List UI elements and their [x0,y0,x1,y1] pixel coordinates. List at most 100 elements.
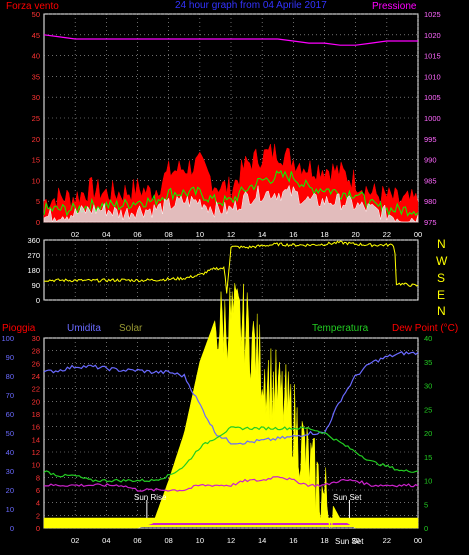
temp-x-tick-label: 04 [102,536,110,545]
humidity-tick-label: 90 [6,353,14,362]
temp-x-tick-label: 22 [383,536,391,545]
humidity-tick-label: 70 [6,391,14,400]
wind-x-tick-label: 14 [258,230,266,239]
rain-tick-label: 12 [32,448,40,457]
temperature-series [43,426,419,483]
rain-tick-label: 28 [32,347,40,356]
wind-x-tick-label: 02 [71,230,79,239]
humidity-tick-label: 100 [1,334,14,343]
rain-tick-label: 18 [32,410,40,419]
humidity-tick-label: 0 [10,524,14,533]
pressure-tick-label: 1025 [424,10,441,19]
direction-tick-label: 270 [27,251,40,260]
wind-speed-label: Forza vento [6,1,59,12]
compass-n: N [437,237,446,251]
direction-tick-label: 360 [27,236,40,245]
humidity-tick-label: 20 [6,486,14,495]
humidity-tick-label: 60 [6,410,14,419]
compass-e: E [437,288,445,302]
wind-tick-label: 0 [36,218,40,227]
rain-tick-label: 20 [32,397,40,406]
wind-tick-label: 10 [32,176,40,185]
compass-n-bottom: N [437,304,446,318]
rain-tick-label: 24 [32,372,40,381]
rain-tick-label: 26 [32,359,40,368]
wind-tick-label: 30 [32,93,40,102]
wind-tick-label: 40 [32,52,40,61]
temp-x-tick-label: 00 [414,536,422,545]
rain-tick-label: 6 [36,486,40,495]
humidity-tick-label: 40 [6,448,14,457]
wind-tick-label: 45 [32,31,40,40]
humidity-series [43,351,419,445]
sunset-annotation: Sun Set [333,493,362,502]
rain-tick-label: 4 [36,499,40,508]
direction-tick-label: 90 [32,281,40,290]
wind-x-tick-label: 22 [383,230,391,239]
wind-x-tick-label: 20 [351,230,359,239]
temp-x-tick-label: 08 [164,536,172,545]
pressure-tick-label: 1000 [424,114,441,123]
wind-tick-label: 20 [32,135,40,144]
temp-x-tick-label: 14 [258,536,266,545]
temperature-tick-label: 5 [424,500,428,509]
temp-x-tick-label: 06 [133,536,141,545]
temp-x-tick-label: 02 [71,536,79,545]
wind-x-tick-label: 18 [320,230,328,239]
rain-tick-label: 14 [32,435,40,444]
direction-series [43,240,419,294]
solar-series [43,283,419,529]
wind-tick-label: 35 [32,72,40,81]
rain-tick-label: 16 [32,423,40,432]
temp-x-tick-label: 12 [227,536,235,545]
wind-x-tick-label: 04 [102,230,110,239]
rain-tick-label: 10 [32,461,40,470]
temperature-tick-label: 10 [424,477,432,486]
compass-s: S [437,271,445,285]
humidity-tick-label: 50 [6,429,14,438]
sunrise-annotation: Sun Rise [134,493,167,502]
dewpoint-label: Dew Point (°C) [392,323,458,334]
direction-tick-label: 180 [27,266,40,275]
rain-tick-label: 8 [36,473,40,482]
wind-x-tick-label: 08 [164,230,172,239]
wind-tick-label: 15 [32,156,40,165]
humidity-label: Umidita [67,323,101,334]
sunset-annotation-bottom: Sun Set [335,537,364,546]
humidity-tick-label: 80 [6,372,14,381]
temperature-label: Temperatura [312,323,369,334]
wind-gust-series [43,169,419,217]
pressure-tick-label: 980 [424,197,437,206]
chart-title: 24 hour graph from 04 Aprile 2017 [175,0,327,11]
temp-x-tick-label: 16 [289,536,297,545]
wind-x-tick-label: 10 [196,230,204,239]
pressure-tick-label: 1020 [424,31,441,40]
temperature-tick-label: 0 [424,524,428,533]
wind-tick-label: 50 [32,10,40,19]
rain-base-bar [45,518,417,527]
temp-x-tick-label: 10 [196,536,204,545]
rain-label: Pioggia [2,323,36,334]
wind-tick-label: 5 [36,197,40,206]
rain-tick-label: 2 [36,511,40,520]
pressure-tick-label: 1005 [424,93,441,102]
wind-x-tick-label: 06 [133,230,141,239]
pressure-tick-label: 975 [424,218,437,227]
temperature-tick-label: 20 [424,429,432,438]
temp-x-tick-label: 18 [320,536,328,545]
pressure-tick-label: 985 [424,176,437,185]
direction-tick-label: 0 [36,296,40,305]
rain-tick-label: 0 [36,524,40,533]
wind-x-tick-label: 16 [289,230,297,239]
temperature-tick-label: 35 [424,358,432,367]
compass-w: W [436,254,448,268]
pressure-label: Pressione [372,1,417,12]
pressure-series [43,34,418,46]
temperature-tick-label: 25 [424,405,432,414]
humidity-tick-label: 30 [6,467,14,476]
temperature-tick-label: 15 [424,453,432,462]
wind-tick-label: 25 [32,114,40,123]
pressure-tick-label: 1015 [424,52,441,61]
wind-avg-series [43,184,419,223]
